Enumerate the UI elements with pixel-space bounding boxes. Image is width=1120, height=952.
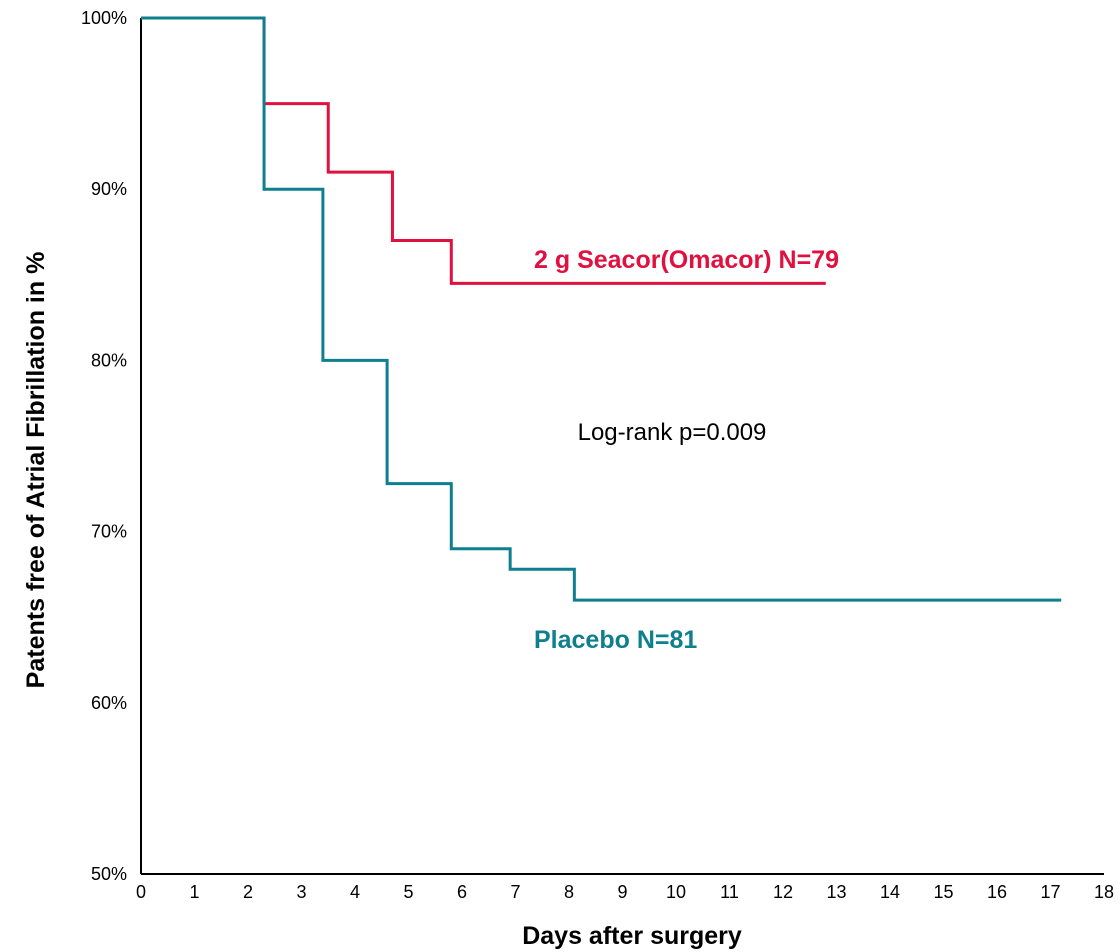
x-tick-label: 17 (1040, 882, 1060, 902)
x-tick-label: 13 (826, 882, 846, 902)
log-rank-annotation: Log-rank p=0.009 (578, 419, 767, 446)
x-tick-label: 0 (136, 882, 146, 902)
x-tick-label: 12 (773, 882, 793, 902)
x-tick-label: 6 (457, 882, 467, 902)
x-tick-label: 9 (617, 882, 627, 902)
x-tick-label: 2 (243, 882, 253, 902)
series-line-placebo (141, 16, 1062, 602)
x-tick-label: 16 (987, 882, 1007, 902)
x-tick-label: 1 (189, 882, 199, 902)
series-label-placebo: Placebo N=81 (534, 626, 697, 654)
axes (140, 18, 1104, 875)
y-axis-title: Patents free of Atrial Fibrillation in % (22, 252, 50, 689)
series-label-seacor: 2 g Seacor(Omacor) N=79 (534, 246, 839, 274)
y-tick-label: 50% (91, 864, 127, 884)
x-tick-label: 7 (510, 882, 520, 902)
x-tick-label: 15 (933, 882, 953, 902)
x-tick-label: 8 (564, 882, 574, 902)
x-tick-label: 11 (720, 882, 739, 902)
y-tick-label: 80% (91, 350, 127, 370)
x-tick-label: 4 (350, 882, 360, 902)
x-tick-label: 18 (1094, 882, 1114, 902)
x-tick-labels: 0 1 2 3 4 5 6 7 8 9 10 11 12 13 14 15 16 17 18 (136, 882, 1114, 902)
series-line-seacor (141, 16, 826, 285)
x-tick-label: 5 (403, 882, 413, 902)
series-lines (141, 16, 1062, 602)
x-tick-label: 3 (296, 882, 306, 902)
y-tick-label: 100% (81, 8, 127, 28)
y-tick-label: 60% (91, 693, 127, 713)
y-tick-label: 90% (91, 179, 127, 199)
y-tick-label: 70% (91, 522, 127, 542)
x-axis-title: Days after surgery (522, 922, 742, 950)
y-tick-labels: 50% 60% 70% 80% 90% 100% (81, 8, 127, 884)
x-tick-label: 10 (666, 882, 686, 902)
x-tick-label: 14 (880, 882, 900, 902)
